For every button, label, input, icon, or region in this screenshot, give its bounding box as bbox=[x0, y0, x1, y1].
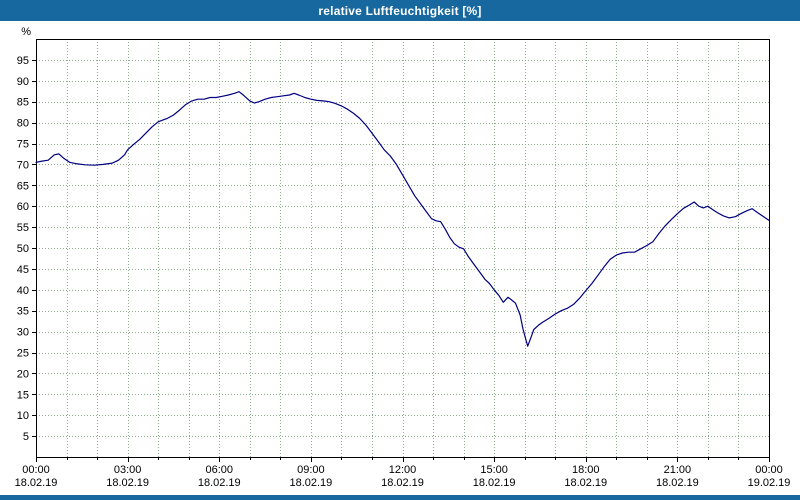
y-tick-label: 80 bbox=[17, 118, 29, 130]
page-title: relative Luftfeuchtigkeit [%] bbox=[318, 3, 482, 18]
bottom-border-strip bbox=[0, 495, 800, 500]
x-tick-time-label: 09:00 bbox=[297, 464, 325, 476]
x-tick-time-label: 03:00 bbox=[114, 464, 142, 476]
y-tick-label: 95 bbox=[17, 55, 29, 67]
y-tick-label: 20 bbox=[17, 368, 29, 380]
y-tick-label: 50 bbox=[17, 243, 29, 255]
x-tick-date-label: 18.02.19 bbox=[381, 477, 424, 489]
y-tick-label: 35 bbox=[17, 306, 29, 318]
x-tick-date-label: 18.02.19 bbox=[289, 477, 332, 489]
x-tick-date-label: 18.02.19 bbox=[106, 477, 149, 489]
x-tick-time-label: 06:00 bbox=[205, 464, 233, 476]
y-tick-label: 15 bbox=[17, 389, 29, 401]
y-tick-label: 5 bbox=[23, 431, 29, 443]
x-tick-time-label: 12:00 bbox=[389, 464, 417, 476]
y-tick-label: 30 bbox=[17, 327, 29, 339]
x-tick-date-label: 19.02.19 bbox=[748, 477, 791, 489]
x-tick-date-label: 18.02.19 bbox=[656, 477, 699, 489]
x-tick-time-label: 00:00 bbox=[755, 464, 783, 476]
humidity-line-chart: 5 10 15 20 25 30 35 40 45 50 55 60 65 70 75 80 85 90 95% 00… bbox=[15, 26, 791, 489]
y-tick-label: 55 bbox=[17, 222, 29, 234]
chart-area: 5 10 15 20 25 30 35 40 45 50 55 60 65 70 75 80 85 90 95% 00… bbox=[0, 21, 800, 495]
y-tick-label: 40 bbox=[17, 285, 29, 297]
y-tick-label: 10 bbox=[17, 410, 29, 422]
y-tick-label: 90 bbox=[17, 76, 29, 88]
y-tick-label: 70 bbox=[17, 159, 29, 171]
y-tick-label: 45 bbox=[17, 264, 29, 276]
series-line bbox=[35, 91, 770, 347]
x-tick-time-label: 21:00 bbox=[664, 464, 692, 476]
y-tick-label: 85 bbox=[17, 97, 29, 109]
x-tick-date-label: 18.02.19 bbox=[15, 477, 58, 489]
y-axis-unit-label: % bbox=[21, 26, 31, 38]
x-tick-date-label: 18.02.19 bbox=[473, 477, 516, 489]
y-tick-label: 65 bbox=[17, 180, 29, 192]
y-tick-label: 60 bbox=[17, 201, 29, 213]
y-tick-label: 75 bbox=[17, 139, 29, 151]
x-tick-time-label: 15:00 bbox=[480, 464, 508, 476]
x-tick-date-label: 18.02.19 bbox=[198, 477, 241, 489]
x-tick-time-label: 00:00 bbox=[22, 464, 50, 476]
window-title-bar[interactable]: relative Luftfeuchtigkeit [%] bbox=[0, 0, 800, 21]
x-tick-time-label: 18:00 bbox=[572, 464, 600, 476]
y-tick-label: 25 bbox=[17, 348, 29, 360]
x-tick-date-label: 18.02.19 bbox=[564, 477, 607, 489]
